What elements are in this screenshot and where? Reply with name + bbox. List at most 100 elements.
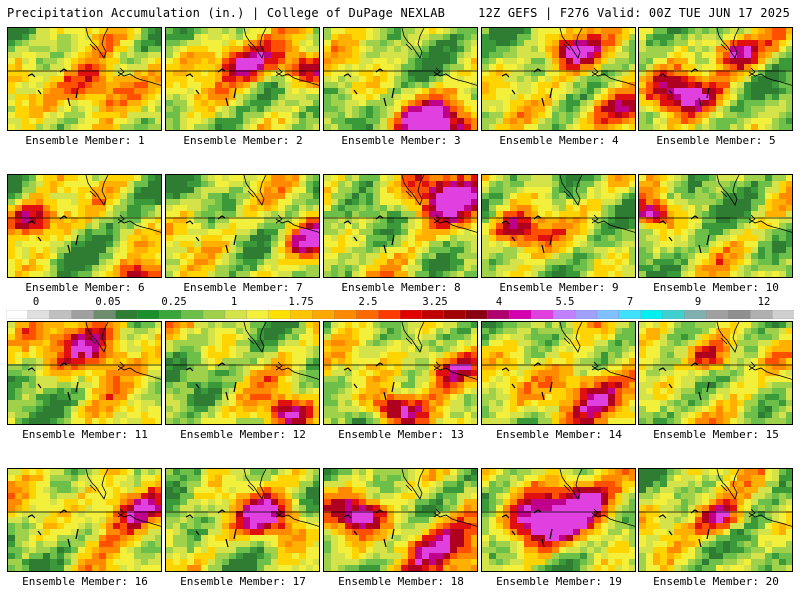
coastline — [85, 322, 161, 380]
lake-outlines — [658, 362, 710, 401]
precip-colorbar: 0 0.05 0.25 1 1.75 2.5 3.25 4 5.5 7 9 12 — [6, 296, 794, 324]
colorbar-tick-label: 0.25 — [161, 296, 187, 308]
colorbar-swatch — [202, 310, 226, 319]
lake-outlines — [343, 215, 395, 254]
lake-outlines — [27, 68, 79, 107]
coastline — [401, 469, 477, 527]
lake-outlines — [27, 215, 79, 254]
ensemble-member-map-1 — [7, 27, 162, 131]
ensemble-member-map-7 — [165, 174, 320, 278]
precip-field — [639, 469, 792, 571]
coastline — [716, 175, 792, 233]
coastline — [716, 469, 792, 527]
colorbar-swatch — [443, 310, 467, 319]
precip-field — [482, 175, 635, 277]
ensemble-member-label: Ensemble Member: 9 — [499, 281, 619, 294]
ensemble-member-map-17 — [165, 468, 320, 572]
colorbar-tick-label: 12 — [757, 296, 771, 308]
ensemble-member-map-14 — [481, 321, 636, 425]
colorbar-swatch — [640, 310, 664, 319]
ensemble-member-label: Ensemble Member: 8 — [341, 281, 461, 294]
lake-outlines — [343, 68, 395, 107]
ensemble-member-map-2 — [165, 27, 320, 131]
ensemble-member-map-4 — [481, 27, 636, 131]
ensemble-member-label: Ensemble Member: 4 — [499, 134, 619, 147]
lake-outlines — [501, 509, 553, 548]
ensemble-member-map-18 — [323, 468, 478, 572]
colorbar-swatch — [662, 310, 686, 319]
colorbar-swatch — [49, 310, 73, 319]
colorbar-tick-label: 9 — [694, 296, 702, 308]
ensemble-member-map-15 — [638, 321, 793, 425]
precip-field — [166, 469, 319, 571]
colorbar-swatch — [684, 310, 707, 319]
colorbar-tick-label: 1 — [230, 296, 238, 308]
colorbar-swatch — [159, 310, 182, 319]
ensemble-member-map-9 — [481, 174, 636, 278]
colorbar-swatch — [224, 310, 248, 319]
coastline — [243, 28, 319, 86]
colorbar-swatch — [771, 310, 794, 319]
precip-field — [8, 28, 161, 130]
ensemble-member-map-10 — [638, 174, 793, 278]
ensemble-member-label: Ensemble Member: 10 — [653, 281, 779, 294]
colorbar-swatch — [115, 310, 138, 319]
colorbar-swatch — [290, 310, 313, 319]
colorbar-swatch — [377, 310, 401, 319]
ensemble-member-label: Ensemble Member: 16 — [22, 575, 148, 588]
precip-field — [8, 469, 161, 571]
ensemble-member-label: Ensemble Member: 6 — [25, 281, 145, 294]
precip-field — [8, 175, 161, 277]
ensemble-member-label: Ensemble Member: 19 — [496, 575, 622, 588]
colorbar-swatch — [334, 310, 357, 319]
ensemble-member-map-19 — [481, 468, 636, 572]
lake-outlines — [343, 509, 395, 548]
ensemble-member-label: Ensemble Member: 1 — [25, 134, 145, 147]
model-valid-time: 12Z GEFS | F276 Valid: 00Z TUE JUN 17 20… — [478, 6, 790, 20]
ensemble-member-label: Ensemble Member: 7 — [183, 281, 303, 294]
colorbar-swatch — [509, 310, 532, 319]
colorbar-swatch — [618, 310, 642, 319]
colorbar-swatch — [268, 310, 292, 319]
ensemble-member-label: Ensemble Member: 3 — [341, 134, 461, 147]
coastline — [716, 28, 792, 86]
lake-outlines — [658, 68, 710, 107]
colorbar-swatch — [728, 310, 751, 319]
ensemble-member-map-13 — [323, 321, 478, 425]
precip-field — [166, 28, 319, 130]
coastline — [401, 175, 477, 233]
ensemble-member-map-3 — [323, 27, 478, 131]
colorbar-tick-label: 0 — [32, 296, 40, 308]
coastline — [401, 322, 477, 380]
coastline — [85, 469, 161, 527]
ensemble-member-label: Ensemble Member: 17 — [180, 575, 306, 588]
colorbar-swatch — [574, 310, 598, 319]
colorbar-swatch — [706, 310, 729, 319]
precip-field — [482, 28, 635, 130]
coastline — [716, 322, 792, 380]
ensemble-member-map-20 — [638, 468, 793, 572]
ensemble-member-label: Ensemble Member: 20 — [653, 575, 779, 588]
coastline — [243, 175, 319, 233]
ensemble-member-label: Ensemble Member: 2 — [183, 134, 303, 147]
colorbar-tick-label: 4 — [495, 296, 503, 308]
ensemble-member-label: Ensemble Member: 18 — [338, 575, 464, 588]
precip-field — [482, 322, 635, 424]
colorbar-swatch — [421, 310, 445, 319]
ensemble-member-label: Ensemble Member: 5 — [656, 134, 776, 147]
precip-field — [482, 469, 635, 571]
ensemble-member-label: Ensemble Member: 11 — [22, 428, 148, 441]
coastline — [401, 28, 477, 86]
ensemble-member-map-11 — [7, 321, 162, 425]
colorbar-swatch — [27, 310, 51, 319]
coastline — [85, 175, 161, 233]
ensemble-member-map-16 — [7, 468, 162, 572]
coastline — [559, 322, 635, 380]
lake-outlines — [501, 68, 553, 107]
precip-field — [324, 322, 477, 424]
colorbar-swatch — [596, 310, 620, 319]
lake-outlines — [501, 215, 553, 254]
lake-outlines — [27, 362, 79, 401]
colorbar-swatch — [750, 310, 773, 319]
colorbar-swatch — [465, 310, 489, 319]
